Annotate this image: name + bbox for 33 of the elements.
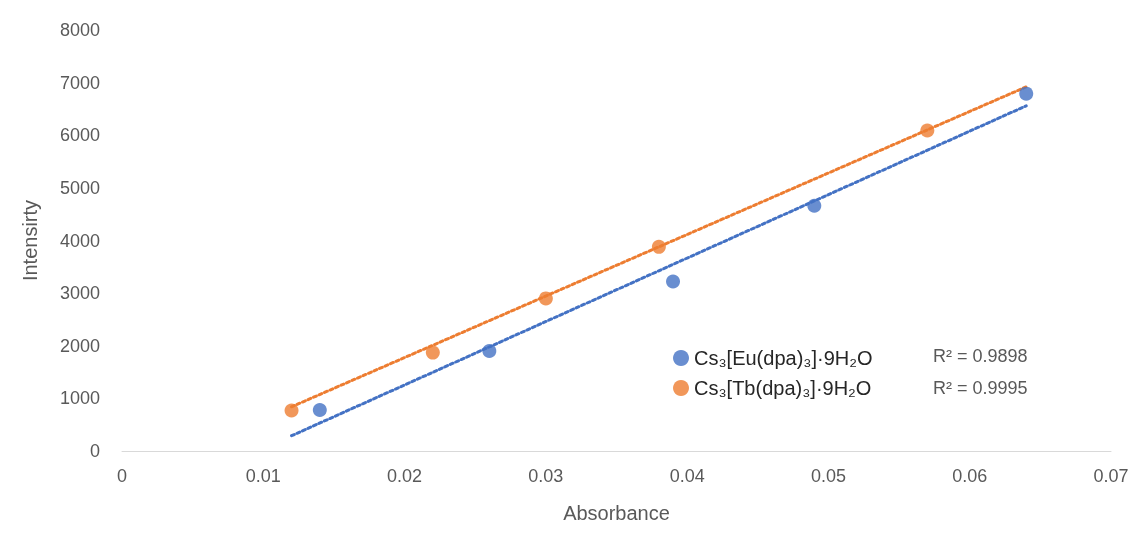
legend-label: Cs₃[Eu(dpa)₃]·9H₂O: [694, 347, 873, 369]
point: [651, 239, 666, 254]
x-tick-label: 0: [116, 466, 128, 486]
x-tick-label: 0.02: [387, 466, 423, 486]
point: [807, 198, 822, 213]
point: [538, 291, 553, 306]
point: [284, 403, 299, 418]
point: [1019, 86, 1034, 101]
x-tick-label: 0.04: [669, 466, 705, 486]
y-tick-label: 8000: [59, 20, 100, 40]
x-tick-label: 0.01: [245, 466, 281, 486]
y-tick-label: 7000: [59, 72, 100, 93]
y-tick-label: 5000: [59, 177, 100, 198]
x-tick-label: 0.06: [952, 466, 988, 486]
y-tick-label: 2000: [59, 335, 100, 356]
x-tick-label: 0.05: [810, 466, 846, 486]
annotation: R² = 0.9898: [933, 346, 1028, 366]
annotation: R² = 0.9995: [933, 378, 1028, 398]
y-tick-label: 0: [89, 441, 100, 461]
x-tick-label: 0.03: [528, 466, 564, 486]
y-tick-label: 6000: [59, 125, 100, 146]
point: [920, 123, 935, 138]
y-tick-label: 1000: [59, 388, 100, 409]
y-axis-title: Intensirty: [19, 199, 41, 282]
x-tick-label: 0.07: [1093, 466, 1129, 486]
point: [425, 345, 440, 360]
point: [666, 274, 681, 289]
point: [482, 344, 497, 359]
legend-label: Cs₃[Tb(dpa)₃]·9H₂O: [694, 377, 872, 399]
point: [312, 402, 327, 417]
y-tick-label: 3000: [59, 283, 100, 304]
y-tick-label: 4000: [59, 230, 100, 251]
x-axis-title: Absorbance: [563, 502, 670, 524]
